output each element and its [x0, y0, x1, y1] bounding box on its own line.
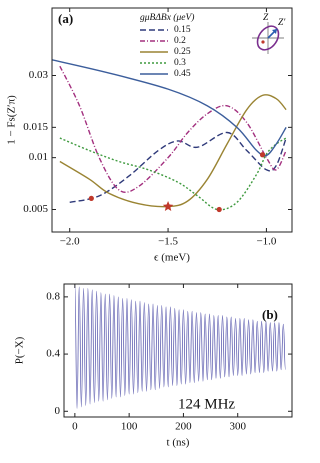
legend-title: gμBΔBx (μeV) [140, 12, 194, 23]
y-axis-label: 1 − Fs(Z′π) [6, 95, 18, 145]
series-line [59, 137, 287, 211]
x-tick-label: −1.0 [256, 236, 276, 248]
inset-label: Z′ [278, 18, 286, 28]
x-tick-label: 200 [175, 421, 192, 433]
point-marker [216, 206, 222, 213]
series-line [59, 65, 287, 194]
y-tick-label: 0.8 [46, 290, 60, 302]
signal-line [74, 285, 286, 409]
y-tick-label: 0 [55, 405, 61, 417]
x-tick-label: 100 [121, 421, 138, 433]
x-tick-label: −1.5 [158, 236, 178, 248]
y-tick-label: 0.03 [29, 69, 49, 81]
plot-area [52, 59, 287, 211]
panel-label: (a) [58, 11, 73, 26]
series-line [69, 131, 287, 204]
x-axis-label: t (ns) [167, 437, 190, 449]
point-marker [259, 152, 266, 158]
inset-label: Z [263, 13, 269, 23]
frame [63, 283, 293, 418]
plot-area [74, 285, 286, 409]
legend-label: 0.25 [174, 47, 191, 57]
inset-icon: Z Z′ [252, 13, 286, 54]
figure: Z Z′ −2.0 −1.5 −1.0 0.005 0.01 0.015 0.03 (a) ϵ … [6, 7, 293, 449]
x-axis-label: ϵ (meV) [154, 252, 190, 264]
y-tick-label: 0.4 [46, 348, 60, 360]
series-line [59, 94, 287, 208]
x-tick-label: 0 [72, 421, 78, 433]
y-axis-label: P(−X) [14, 336, 26, 364]
series-line [52, 59, 287, 157]
point-marker [88, 195, 94, 201]
legend-label: 0.2 [174, 36, 186, 46]
annotation: 124 MHz [178, 396, 235, 412]
panel-label: (b) [262, 307, 278, 322]
panel: 0 100 200 300 0 0.4 0.8 (b) t (ns) P(−X) 124 MHz [14, 283, 293, 449]
y-tick-label: 0.005 [23, 203, 48, 215]
star-marker [162, 201, 174, 211]
x-tick-label: −2.0 [60, 236, 80, 248]
legend-label: 0.45 [174, 69, 191, 79]
legend-label: 0.3 [174, 58, 186, 68]
frame [51, 7, 293, 233]
x-tick-label: 300 [229, 421, 246, 433]
y-tick-label: 0.015 [23, 121, 48, 133]
panel: −2.0 −1.5 −1.0 0.005 0.01 0.015 0.03 (a) ϵ (meV)… [6, 7, 293, 264]
legend-label: 0.15 [174, 25, 191, 35]
y-tick-label: 0.01 [29, 151, 48, 163]
